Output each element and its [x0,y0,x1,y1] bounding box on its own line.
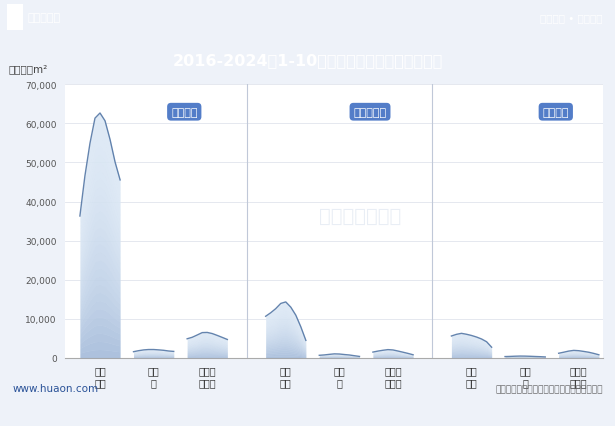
Text: www.huaon.com: www.huaon.com [12,383,98,394]
Text: 华经情报网: 华经情报网 [28,13,61,23]
Text: 竣工面积: 竣工面积 [542,107,569,118]
Text: 单位：万m²: 单位：万m² [8,64,47,74]
Text: 新开工面积: 新开工面积 [354,107,387,118]
Text: 专业严谨 • 客观科学: 专业严谨 • 客观科学 [540,13,603,23]
Text: 2016-2024年1-10月河南省房地产施工面积情况: 2016-2024年1-10月河南省房地产施工面积情况 [172,53,443,68]
Text: 数据来源：国家统计局；华经产业研究院整理: 数据来源：国家统计局；华经产业研究院整理 [495,384,603,393]
Bar [7,6,23,31]
Text: 华经产业研究院: 华经产业研究院 [319,207,402,225]
Text: 施工面积: 施工面积 [171,107,197,118]
